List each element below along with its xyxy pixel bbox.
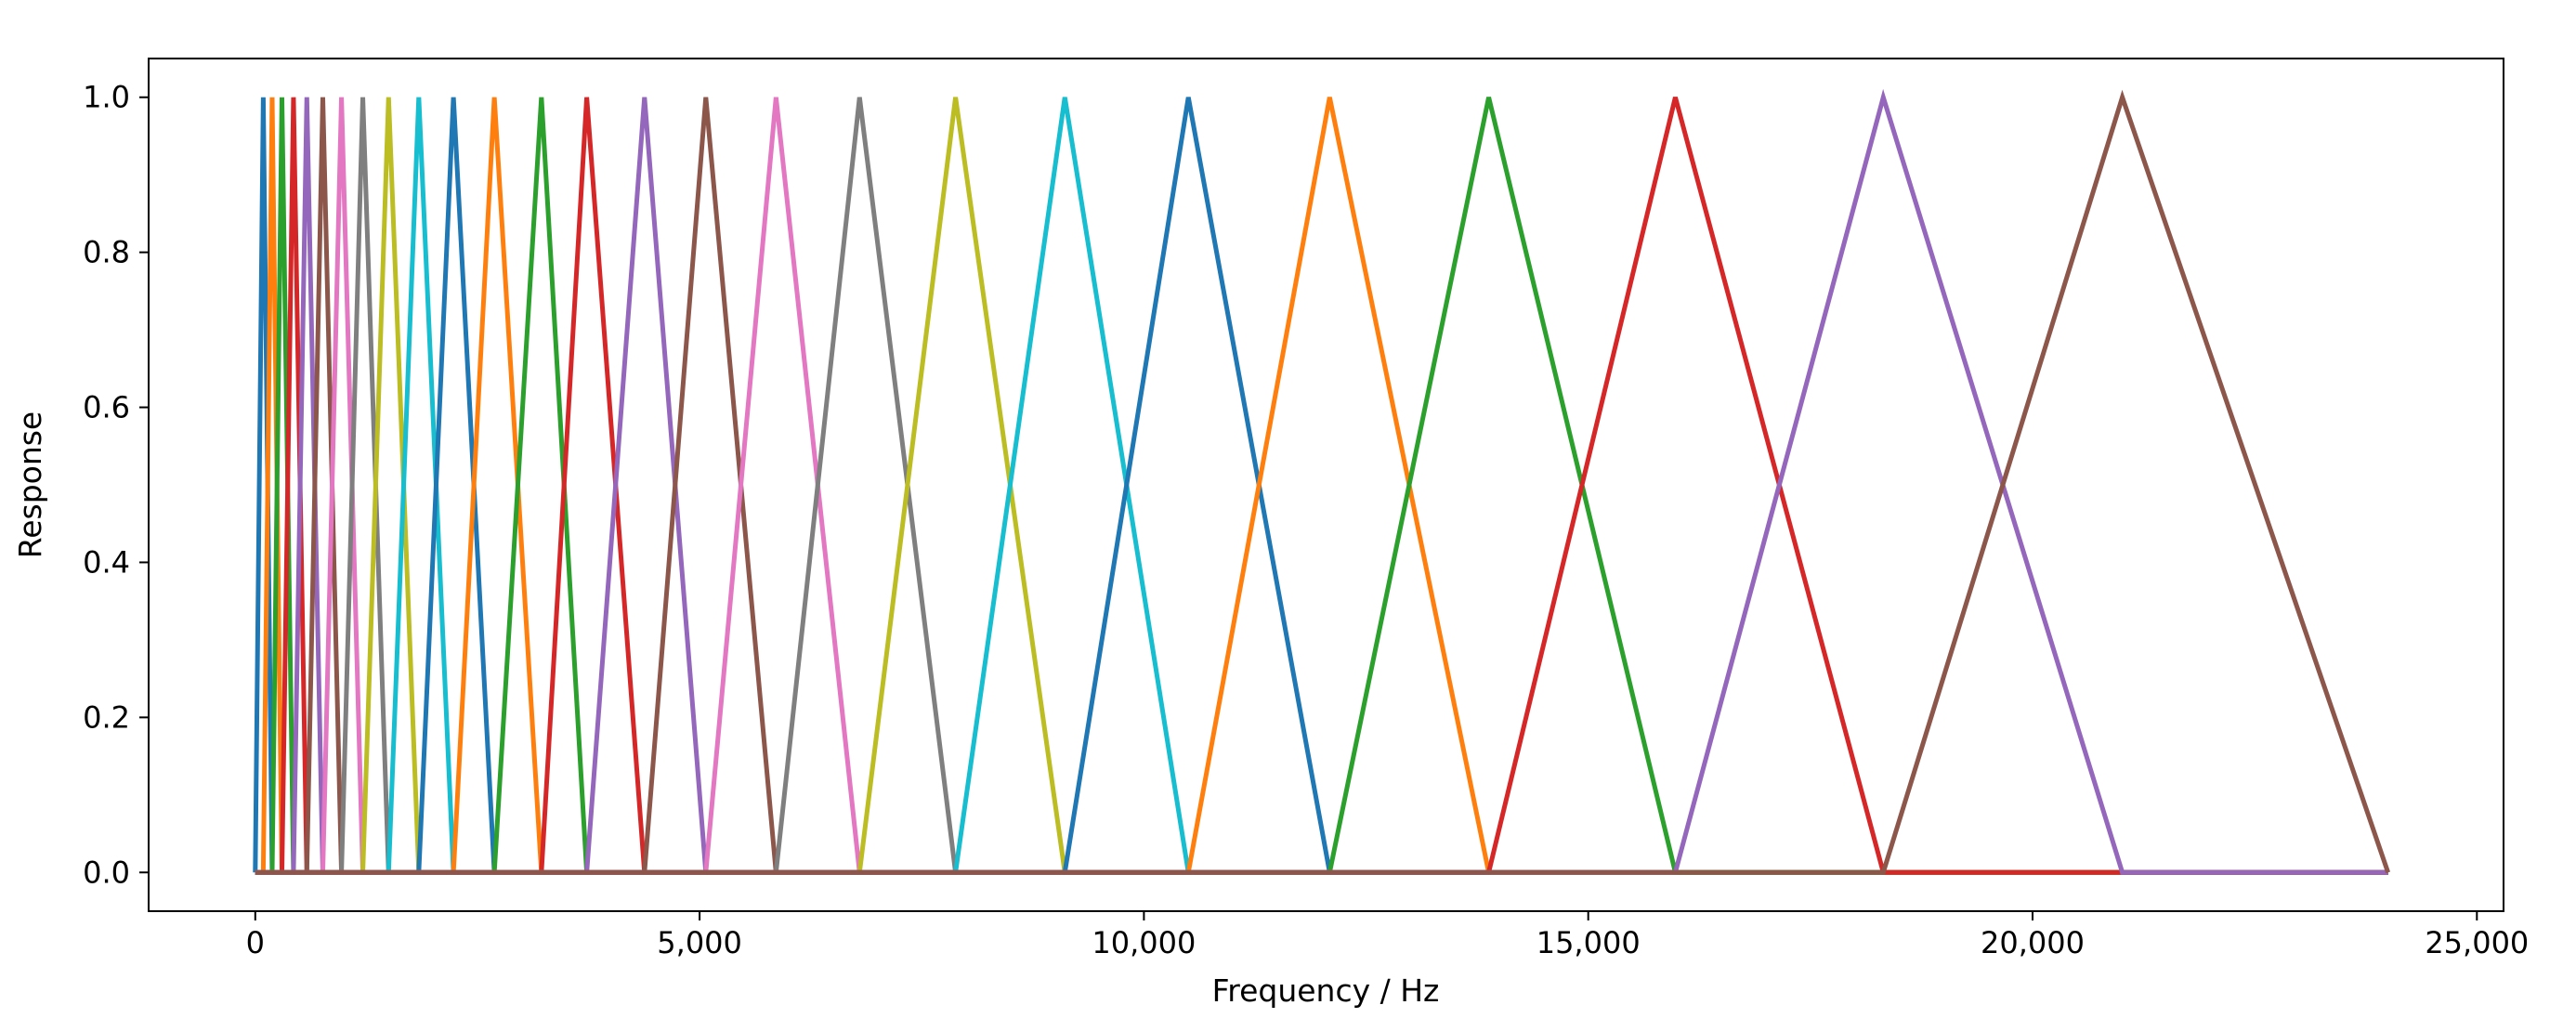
x-axis-label: Frequency / Hz <box>1212 972 1440 1009</box>
x-tick-label: 20,000 <box>1981 925 2085 960</box>
y-axis-label: Response <box>12 411 48 559</box>
x-tick-label: 25,000 <box>2425 925 2529 960</box>
y-tick-label: 0.6 <box>83 390 130 425</box>
y-tick-label: 1.0 <box>83 80 130 115</box>
y-tick-label: 0.0 <box>83 855 130 890</box>
x-tick-label: 10,000 <box>1092 925 1196 960</box>
y-tick-label: 0.4 <box>83 544 130 580</box>
x-axis: 0 5,000 10,000 15,000 20,000 25,000 <box>246 911 2529 960</box>
x-tick-label: 15,000 <box>1536 925 1641 960</box>
y-tick-label: 0.2 <box>83 699 130 735</box>
x-tick-label: 5,000 <box>657 925 742 960</box>
y-tick-label: 0.8 <box>83 235 130 270</box>
series-layer <box>253 88 2391 875</box>
filter-line-26 <box>255 89 2391 875</box>
plot-frame <box>148 58 2504 912</box>
x-tick-label: 0 <box>246 925 265 960</box>
y-axis: 0.0 0.2 0.4 0.6 0.8 1.0 <box>83 80 149 890</box>
